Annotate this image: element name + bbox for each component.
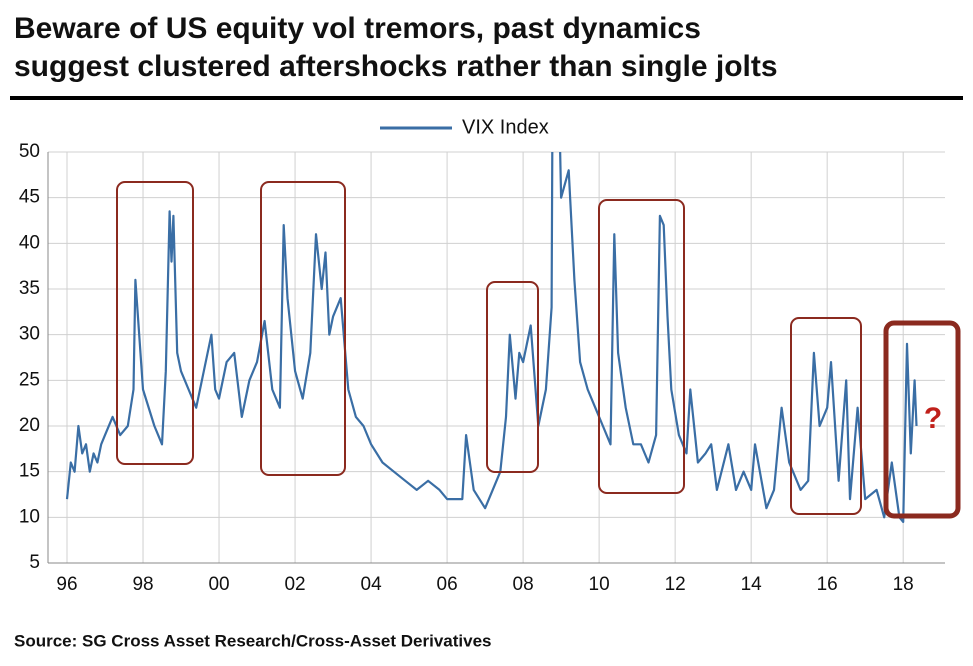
x-tick-label: 16 bbox=[817, 574, 838, 595]
x-tick-label: 10 bbox=[589, 574, 610, 595]
x-tick-label: 00 bbox=[208, 574, 229, 595]
y-tick-label: 5 bbox=[29, 552, 40, 573]
y-tick-label: 35 bbox=[19, 278, 40, 299]
legend-label: VIX Index bbox=[462, 116, 549, 138]
title-rule bbox=[10, 96, 963, 100]
y-tick-label: 25 bbox=[19, 369, 40, 390]
y-tick-label: 45 bbox=[19, 187, 40, 208]
x-tick-label: 14 bbox=[741, 574, 763, 595]
y-tick-label: 20 bbox=[19, 415, 40, 436]
chart-title: Beware of US equity vol tremors, past dy… bbox=[14, 12, 701, 45]
x-tick-label: 04 bbox=[361, 574, 383, 595]
annotation: ? bbox=[924, 402, 942, 435]
source: Source: SG Cross Asset Research/Cross-As… bbox=[14, 631, 491, 650]
y-tick-label: 15 bbox=[19, 461, 40, 482]
x-tick-label: 06 bbox=[437, 574, 458, 595]
y-tick-label: 40 bbox=[19, 232, 40, 253]
x-tick-label: 02 bbox=[284, 574, 305, 595]
x-tick-label: 08 bbox=[513, 574, 534, 595]
y-tick-label: 30 bbox=[19, 324, 40, 345]
highlight-boxes bbox=[116, 181, 961, 519]
x-tick-label: 12 bbox=[665, 574, 686, 595]
x-tick-label: 18 bbox=[893, 574, 914, 595]
x-tick-label: 98 bbox=[132, 574, 153, 595]
y-tick-label: 10 bbox=[19, 506, 40, 527]
y-tick-label: 50 bbox=[19, 141, 40, 162]
chart-title: suggest clustered aftershocks rather tha… bbox=[14, 50, 778, 83]
x-tick-label: 96 bbox=[56, 574, 77, 595]
